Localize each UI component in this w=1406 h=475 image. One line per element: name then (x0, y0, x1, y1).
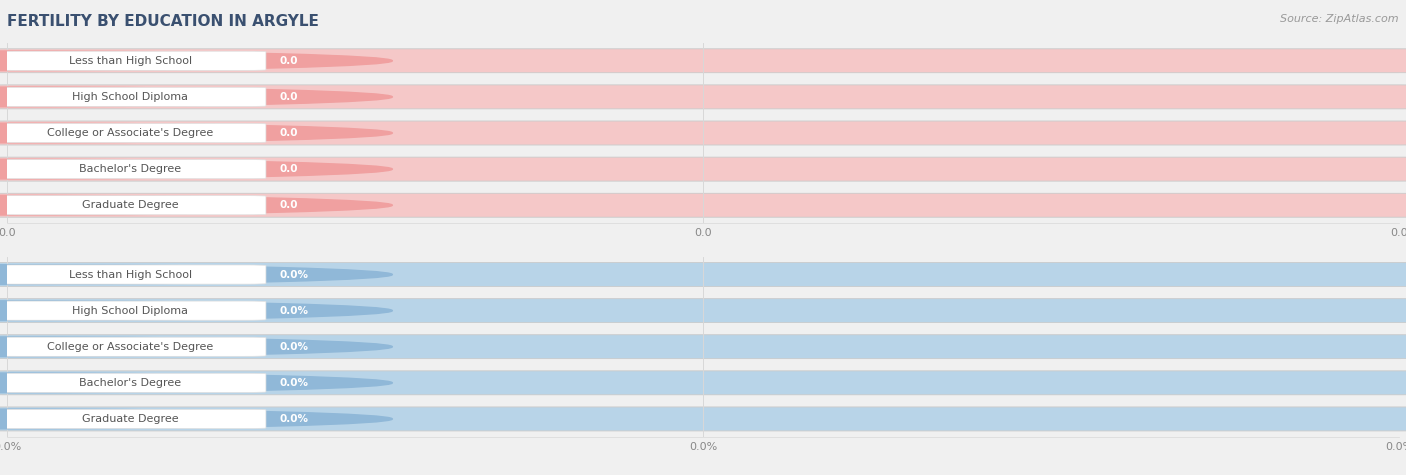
FancyBboxPatch shape (0, 157, 1406, 181)
FancyBboxPatch shape (0, 299, 1406, 323)
Text: High School Diploma: High School Diploma (72, 305, 188, 316)
Circle shape (0, 195, 392, 215)
FancyBboxPatch shape (0, 193, 1406, 217)
FancyBboxPatch shape (0, 160, 266, 179)
Text: Bachelor's Degree: Bachelor's Degree (79, 378, 181, 388)
Text: Less than High School: Less than High School (69, 269, 191, 280)
Text: Source: ZipAtlas.com: Source: ZipAtlas.com (1281, 14, 1399, 24)
FancyBboxPatch shape (0, 49, 1406, 73)
FancyBboxPatch shape (0, 337, 266, 356)
FancyBboxPatch shape (0, 265, 266, 284)
Circle shape (0, 301, 392, 321)
Text: FERTILITY BY EDUCATION IN ARGYLE: FERTILITY BY EDUCATION IN ARGYLE (7, 14, 319, 29)
FancyBboxPatch shape (0, 335, 1406, 359)
Text: 0.0%: 0.0% (280, 378, 309, 388)
Text: College or Associate's Degree: College or Associate's Degree (46, 128, 214, 138)
Circle shape (0, 265, 392, 285)
FancyBboxPatch shape (0, 196, 266, 215)
Text: 0.0: 0.0 (280, 92, 298, 102)
FancyBboxPatch shape (0, 87, 266, 106)
FancyBboxPatch shape (0, 409, 266, 428)
FancyBboxPatch shape (0, 301, 266, 320)
FancyBboxPatch shape (0, 371, 1406, 395)
Text: 0.0%: 0.0% (280, 414, 309, 424)
Text: 0.0%: 0.0% (280, 269, 309, 280)
Text: College or Associate's Degree: College or Associate's Degree (46, 342, 214, 352)
FancyBboxPatch shape (0, 335, 1406, 359)
Circle shape (0, 51, 392, 71)
FancyBboxPatch shape (0, 49, 1406, 73)
FancyBboxPatch shape (0, 51, 266, 70)
Text: Graduate Degree: Graduate Degree (82, 414, 179, 424)
FancyBboxPatch shape (0, 407, 1406, 431)
Text: Bachelor's Degree: Bachelor's Degree (79, 164, 181, 174)
Text: Graduate Degree: Graduate Degree (82, 200, 179, 210)
FancyBboxPatch shape (0, 193, 1406, 217)
FancyBboxPatch shape (0, 121, 1406, 145)
Circle shape (0, 373, 392, 393)
Text: 0.0: 0.0 (280, 200, 298, 210)
FancyBboxPatch shape (0, 263, 1406, 286)
FancyBboxPatch shape (0, 124, 266, 142)
FancyBboxPatch shape (0, 85, 1406, 109)
Circle shape (0, 337, 392, 357)
Circle shape (0, 159, 392, 179)
Text: Less than High School: Less than High School (69, 56, 191, 66)
FancyBboxPatch shape (0, 263, 1406, 286)
FancyBboxPatch shape (0, 121, 1406, 145)
FancyBboxPatch shape (0, 85, 1406, 109)
Text: 0.0%: 0.0% (280, 342, 309, 352)
Text: 0.0%: 0.0% (280, 305, 309, 316)
FancyBboxPatch shape (0, 157, 1406, 181)
Text: 0.0: 0.0 (280, 128, 298, 138)
FancyBboxPatch shape (0, 299, 1406, 323)
Text: 0.0: 0.0 (280, 164, 298, 174)
FancyBboxPatch shape (0, 371, 1406, 395)
Circle shape (0, 123, 392, 143)
FancyBboxPatch shape (0, 373, 266, 392)
Text: 0.0: 0.0 (280, 56, 298, 66)
Text: High School Diploma: High School Diploma (72, 92, 188, 102)
FancyBboxPatch shape (0, 407, 1406, 431)
Circle shape (0, 87, 392, 107)
Circle shape (0, 409, 392, 429)
